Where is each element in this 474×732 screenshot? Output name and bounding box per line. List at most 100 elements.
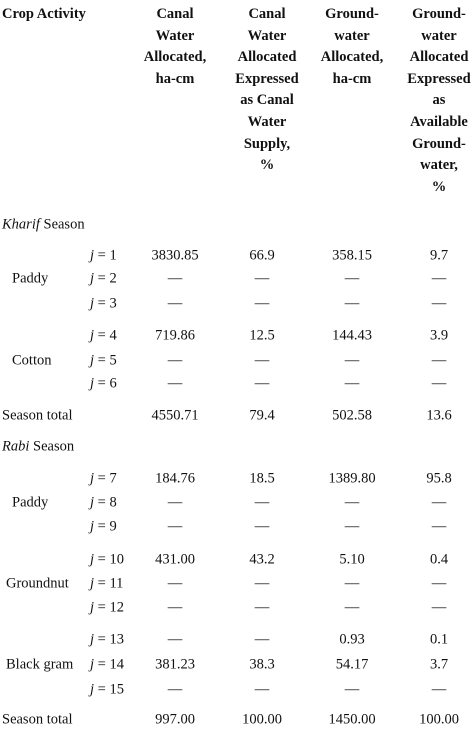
header-groundwater-percent: Ground- water Allocated Expressed as Ava… <box>398 4 474 198</box>
cell-canal: 719.86 <box>155 327 195 344</box>
header-line: % <box>259 157 275 174</box>
cell-canal-pct: — <box>254 599 270 616</box>
j-index: j = 9 <box>90 518 117 535</box>
j-symbol: j <box>90 656 95 673</box>
season-name: Kharif <box>2 216 40 233</box>
total-canal-pct: 79.4 <box>249 407 275 424</box>
header-groundwater-allocated: Ground- water Allocated, ha-cm <box>308 4 396 90</box>
cell-canal-pct: — <box>254 352 270 369</box>
section-title-kharif: Kharif Season <box>2 217 85 234</box>
cell-canal-pct: — <box>254 518 270 535</box>
cell-ground-pct: 9.7 <box>429 247 449 264</box>
header-line: Canal <box>156 6 194 22</box>
cell-ground: — <box>344 518 360 535</box>
header-line: ha-cm <box>155 70 195 87</box>
total-canal: 997.00 <box>155 711 195 728</box>
cell-ground-pct: — <box>431 599 447 616</box>
header-line: Ground- <box>325 6 379 22</box>
j-index: j = 2 <box>90 270 117 287</box>
season-total-label: Season total <box>2 711 73 728</box>
cell-canal-pct: — <box>254 575 270 592</box>
total-ground: 502.58 <box>332 407 372 424</box>
header-line: Expressed <box>235 70 299 87</box>
j-index: j = 13 <box>90 631 124 648</box>
j-symbol: j <box>90 631 95 648</box>
header-line: water, <box>420 157 458 174</box>
j-index: j = 5 <box>90 352 117 369</box>
cell-canal-pct: — <box>254 681 270 698</box>
cell-ground-pct: — <box>431 270 447 287</box>
j-index: j = 3 <box>90 295 117 312</box>
cell-ground: — <box>344 681 360 698</box>
cell-ground: — <box>344 295 360 312</box>
j-symbol: j <box>90 470 95 487</box>
cell-canal-pct: — <box>254 631 270 648</box>
cell-ground-pct: — <box>431 518 447 535</box>
cell-canal: — <box>167 681 183 698</box>
total-canal-pct: 100.00 <box>242 711 282 728</box>
cell-ground: — <box>344 599 360 616</box>
cell-ground-pct: — <box>431 681 447 698</box>
crop-label: Groundnut <box>6 575 69 592</box>
cell-canal: — <box>167 375 183 392</box>
total-canal: 4550.71 <box>151 407 199 424</box>
cell-canal: 431.00 <box>155 551 195 568</box>
header-line: Ground- <box>412 135 466 152</box>
cell-ground-pct: — <box>431 375 447 392</box>
header-crop-activity: Crop Activity <box>2 4 86 26</box>
header-line: Water <box>247 113 287 130</box>
cell-canal-pct: — <box>254 494 270 511</box>
header-line: Expressed <box>407 70 471 87</box>
cell-canal: — <box>167 599 183 616</box>
cell-canal-pct: 38.3 <box>249 656 275 673</box>
j-symbol: j <box>90 295 95 312</box>
j-symbol: j <box>90 551 95 568</box>
header-line: as <box>432 92 446 109</box>
header-line: Allocated <box>409 49 469 66</box>
header-line: Canal <box>248 6 286 22</box>
j-index: j = 12 <box>90 599 124 616</box>
j-index: j = 8 <box>90 494 117 511</box>
header-line: water <box>421 27 457 44</box>
cell-canal-pct: 43.2 <box>249 551 275 568</box>
cell-canal: — <box>167 352 183 369</box>
header-line: % <box>431 178 447 195</box>
j-index: j = 4 <box>90 327 117 344</box>
cell-ground: 1389.80 <box>328 470 376 487</box>
header-line: Allocated, <box>320 49 384 66</box>
header-line: Water <box>155 27 195 44</box>
season-suffix: Season <box>29 438 75 455</box>
j-symbol: j <box>90 575 95 592</box>
cell-ground: 5.10 <box>339 551 365 568</box>
header-line: as Canal <box>240 92 294 109</box>
j-symbol: j <box>90 494 95 511</box>
crop-label: Paddy <box>12 270 49 287</box>
j-index: j = 11 <box>90 575 124 592</box>
j-index: j = 1 <box>90 247 117 264</box>
header-crop-activity-label: Crop Activity <box>2 6 86 22</box>
cell-canal-pct: 12.5 <box>249 327 275 344</box>
header-line: Water <box>247 27 287 44</box>
cell-canal: 381.23 <box>155 656 195 673</box>
j-symbol: j <box>90 352 95 369</box>
cell-canal: 3830.85 <box>151 247 199 264</box>
cell-canal-pct: — <box>254 270 270 287</box>
cell-canal: — <box>167 295 183 312</box>
header-line: Allocated, <box>143 49 207 66</box>
cell-canal: 184.76 <box>155 470 195 487</box>
cell-ground-pct: 3.9 <box>429 327 449 344</box>
total-ground-pct: 13.6 <box>426 407 452 424</box>
header-line: ha-cm <box>332 70 372 87</box>
crop-label: Cotton <box>12 352 52 369</box>
cell-canal-pct: 66.9 <box>249 247 275 264</box>
crop-label: Black gram <box>6 656 74 673</box>
cell-canal: — <box>167 494 183 511</box>
cell-canal-pct: 18.5 <box>249 470 275 487</box>
total-ground: 1450.00 <box>328 711 376 728</box>
j-symbol: j <box>90 270 95 287</box>
header-canal-allocated: Canal Water Allocated, ha-cm <box>124 4 226 90</box>
cell-ground: — <box>344 575 360 592</box>
j-symbol: j <box>90 375 95 392</box>
j-index: j = 15 <box>90 681 124 698</box>
header-canal-percent: Canal Water Allocated Expressed as Canal… <box>220 4 314 177</box>
